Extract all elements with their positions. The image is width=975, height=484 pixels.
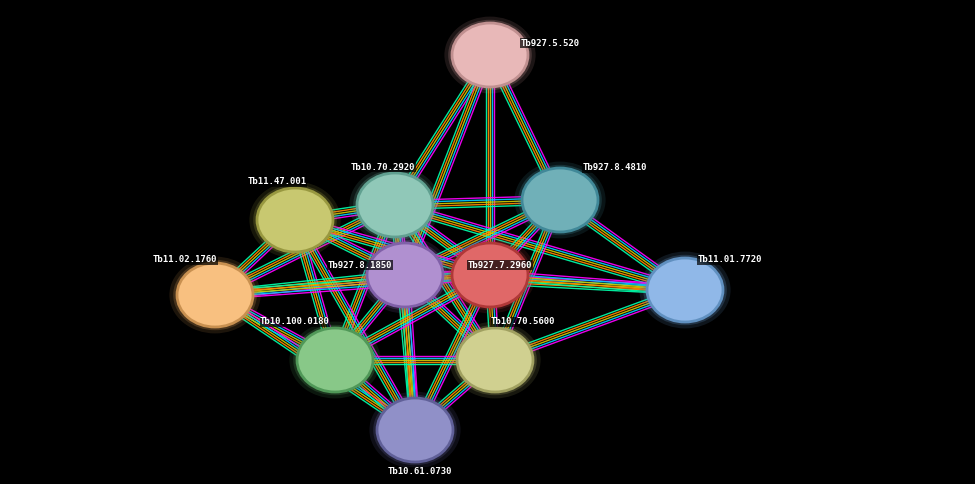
Ellipse shape — [290, 321, 380, 398]
Ellipse shape — [297, 328, 373, 392]
Ellipse shape — [177, 263, 253, 327]
Ellipse shape — [367, 243, 443, 307]
Ellipse shape — [250, 182, 340, 258]
Ellipse shape — [254, 185, 336, 255]
Ellipse shape — [370, 392, 460, 469]
Ellipse shape — [445, 16, 535, 93]
Ellipse shape — [452, 23, 528, 87]
Ellipse shape — [174, 260, 256, 330]
Text: Tb11.47.001: Tb11.47.001 — [248, 178, 306, 186]
Ellipse shape — [448, 240, 531, 310]
Text: Tb927.7.2960: Tb927.7.2960 — [468, 260, 532, 270]
Ellipse shape — [522, 168, 598, 232]
Text: Tb10.70.2920: Tb10.70.2920 — [351, 163, 415, 171]
Ellipse shape — [293, 325, 376, 395]
Ellipse shape — [364, 240, 447, 310]
Ellipse shape — [357, 173, 433, 237]
Ellipse shape — [377, 398, 453, 462]
Ellipse shape — [644, 255, 726, 325]
Text: Tb10.100.0180: Tb10.100.0180 — [260, 318, 330, 327]
Text: Tb927.8.4810: Tb927.8.4810 — [583, 164, 647, 172]
Text: Tb10.61.0730: Tb10.61.0730 — [388, 468, 452, 477]
Ellipse shape — [448, 20, 531, 90]
Ellipse shape — [515, 162, 605, 239]
Text: Tb927.5.520: Tb927.5.520 — [521, 39, 579, 47]
Ellipse shape — [353, 170, 437, 240]
Ellipse shape — [452, 243, 528, 307]
Ellipse shape — [445, 237, 535, 314]
Text: Tb10.70.5600: Tb10.70.5600 — [490, 318, 555, 327]
Text: Tb927.8.1850: Tb927.8.1850 — [328, 260, 392, 270]
Ellipse shape — [349, 166, 441, 243]
Text: Tb11.01.7720: Tb11.01.7720 — [698, 256, 762, 264]
Ellipse shape — [449, 321, 540, 398]
Ellipse shape — [170, 257, 260, 333]
Ellipse shape — [640, 252, 730, 329]
Text: Tb11.02.1760: Tb11.02.1760 — [153, 256, 217, 264]
Ellipse shape — [453, 325, 537, 395]
Ellipse shape — [360, 237, 450, 314]
Ellipse shape — [518, 165, 602, 235]
Ellipse shape — [457, 328, 533, 392]
Ellipse shape — [257, 188, 333, 252]
Ellipse shape — [373, 395, 457, 465]
Ellipse shape — [647, 258, 723, 322]
